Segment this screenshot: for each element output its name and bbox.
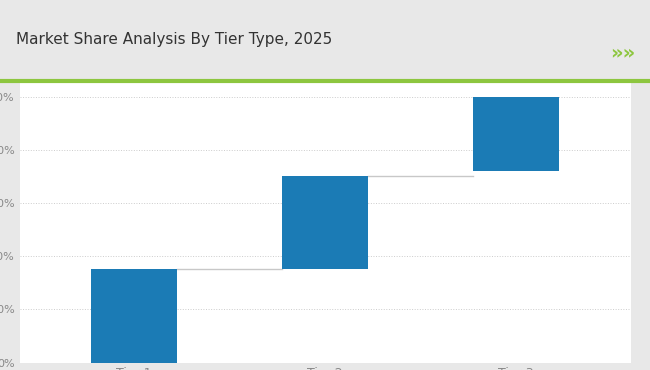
Bar	[91, 269, 177, 363]
Text: »»: »»	[610, 43, 636, 63]
Bar	[282, 176, 368, 269]
Text: Market Share Analysis By Tier Type, 2025: Market Share Analysis By Tier Type, 2025	[16, 31, 333, 47]
Bar	[473, 97, 559, 171]
